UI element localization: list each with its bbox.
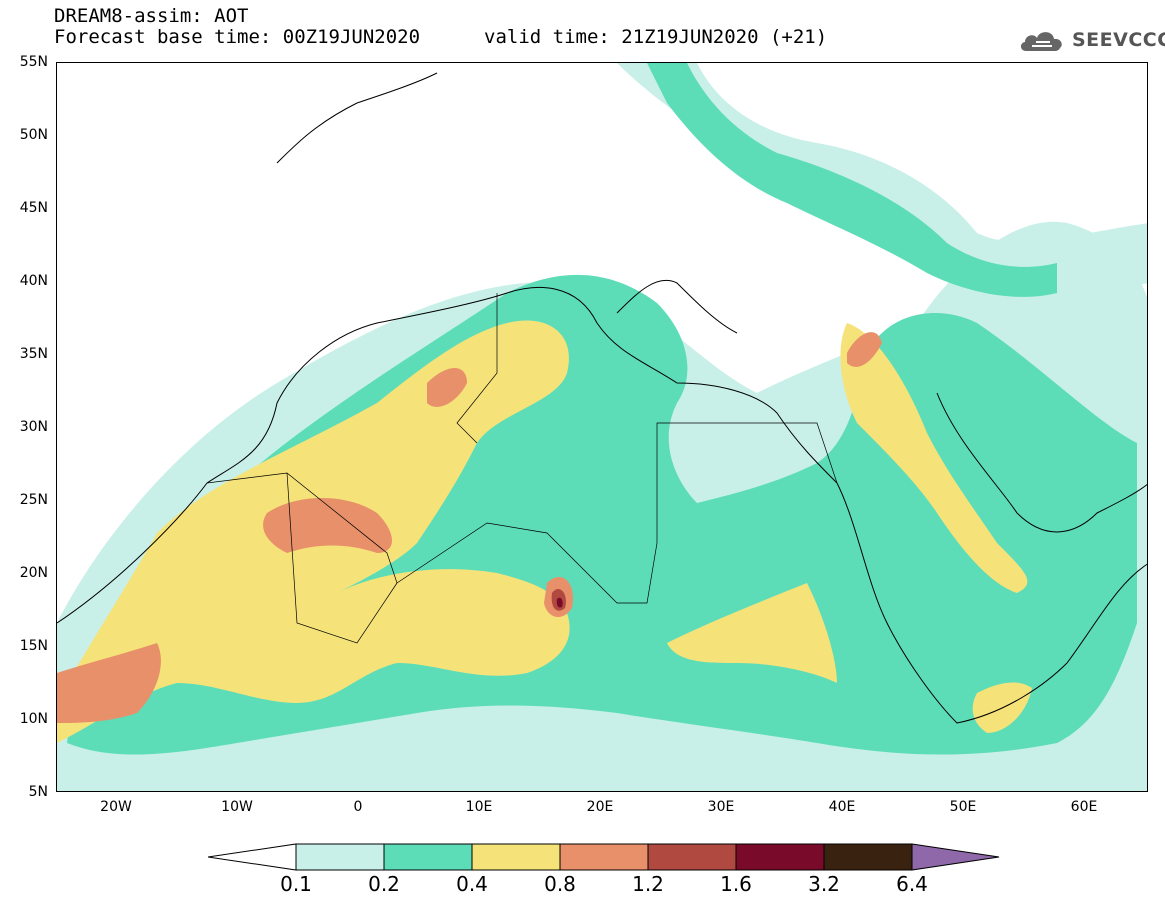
lat-tick: 55N [19, 54, 48, 70]
colorbar-label: 0.4 [456, 872, 488, 896]
lon-tick: 10E [465, 799, 493, 815]
aot-band-0.8-algeria [427, 368, 467, 407]
colorbar-bin [647, 843, 737, 871]
lon-tick: 50E [949, 799, 977, 815]
colorbar-bin [823, 843, 913, 871]
seevccc-logo: SEEVCCC [1018, 26, 1165, 54]
colorbar-label: 3.2 [808, 872, 840, 896]
aot-band-0.2-north [647, 63, 1057, 297]
colorbar-label: 0.2 [368, 872, 400, 896]
aot-band-0.8-mali [263, 498, 392, 553]
forecast-base-time: Forecast base time: 00Z19JUN2020 [54, 26, 421, 48]
lon-tick: 20E [586, 799, 614, 815]
colorbar-label: 6.4 [896, 872, 928, 896]
lat-tick: 5N [28, 784, 48, 800]
lat-tick: 50N [19, 127, 48, 143]
lon-tick: 20W [100, 799, 132, 815]
aot-band-0.4-east [840, 323, 1028, 593]
lon-tick: 0 [353, 799, 363, 815]
colorbar-bin [735, 843, 825, 871]
colorbar-high-arrow [911, 843, 1000, 871]
colorbar-label: 1.2 [632, 872, 664, 896]
aot-field [57, 63, 1147, 791]
lat-tick: 30N [19, 419, 48, 435]
lat-tick: 20N [19, 565, 48, 581]
colorbar [208, 843, 1000, 871]
colorbar-bin [295, 843, 385, 871]
lat-tick: 10N [19, 711, 48, 727]
cloud-icon [1020, 32, 1062, 51]
logo-text: SEEVCCC [1072, 29, 1165, 51]
lat-tick: 15N [19, 638, 48, 654]
lon-tick: 60E [1070, 799, 1098, 815]
colorbar-label: 0.1 [280, 872, 312, 896]
colorbar-low-arrow [208, 843, 297, 871]
colorbar-bin [383, 843, 473, 871]
valid-time: valid time: 21Z19JUN2020 (+21) [484, 26, 828, 48]
aot-band-0.1-north [617, 63, 1147, 291]
aot-band-0.8-iraq [847, 332, 882, 367]
lat-tick: 45N [19, 200, 48, 216]
aot-band-1.6 [556, 597, 563, 608]
lat-tick: 25N [19, 492, 48, 508]
map-area [56, 62, 1148, 792]
aot-band-0.8 [57, 643, 161, 723]
borders [206, 293, 838, 644]
map-title: DREAM8-assim: AOT [54, 5, 249, 27]
colorbar-label: 1.6 [720, 872, 752, 896]
lon-tick: 40E [828, 799, 856, 815]
lat-tick: 35N [19, 346, 48, 362]
colorbar-bin [471, 843, 561, 871]
lon-tick: 10W [221, 799, 253, 815]
lat-tick: 40N [19, 273, 48, 289]
coastlines [57, 72, 1147, 724]
colorbar-label: 0.8 [544, 872, 576, 896]
colorbar-bin [559, 843, 649, 871]
aot-band-0.4-sudan [667, 583, 837, 683]
lon-tick: 30E [707, 799, 735, 815]
